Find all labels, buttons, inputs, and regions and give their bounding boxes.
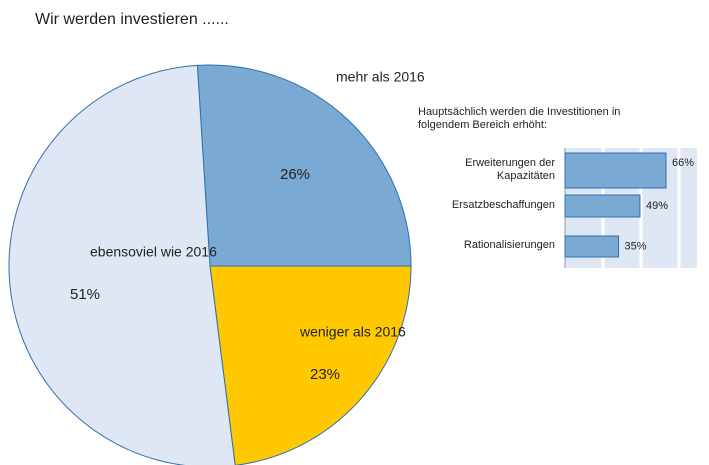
bar-value-label: 66% (672, 157, 694, 169)
slice-value-label: 51% (70, 286, 100, 303)
slice-label: mehr als 2016 (336, 69, 425, 85)
pie-slice (196, 64, 412, 267)
chart-title: Wir werden investieren ...... (35, 11, 229, 28)
y-tick-label: Ersatzbeschaffungen (451, 198, 555, 211)
slice-value-label: 23% (310, 366, 340, 383)
y-tick-label: Rationalisierungen (463, 239, 555, 251)
bar-value-label: 49% (646, 200, 668, 212)
bar (564, 194, 641, 218)
bar (564, 235, 620, 258)
pie-slice (209, 265, 412, 465)
slice-value-label: 26% (280, 166, 310, 183)
slice-label: weniger als 2016 (299, 324, 406, 340)
bar (564, 152, 667, 189)
bar-value-label: 35% (625, 240, 647, 252)
y-tick-label: Erweiterungen der Kapazitäten (465, 156, 555, 182)
bar-title: Hauptsächlich werden die Investitionen i… (418, 106, 621, 131)
slice-label: ebensoviel wie 2016 (90, 244, 217, 260)
pie-slice (8, 64, 236, 465)
